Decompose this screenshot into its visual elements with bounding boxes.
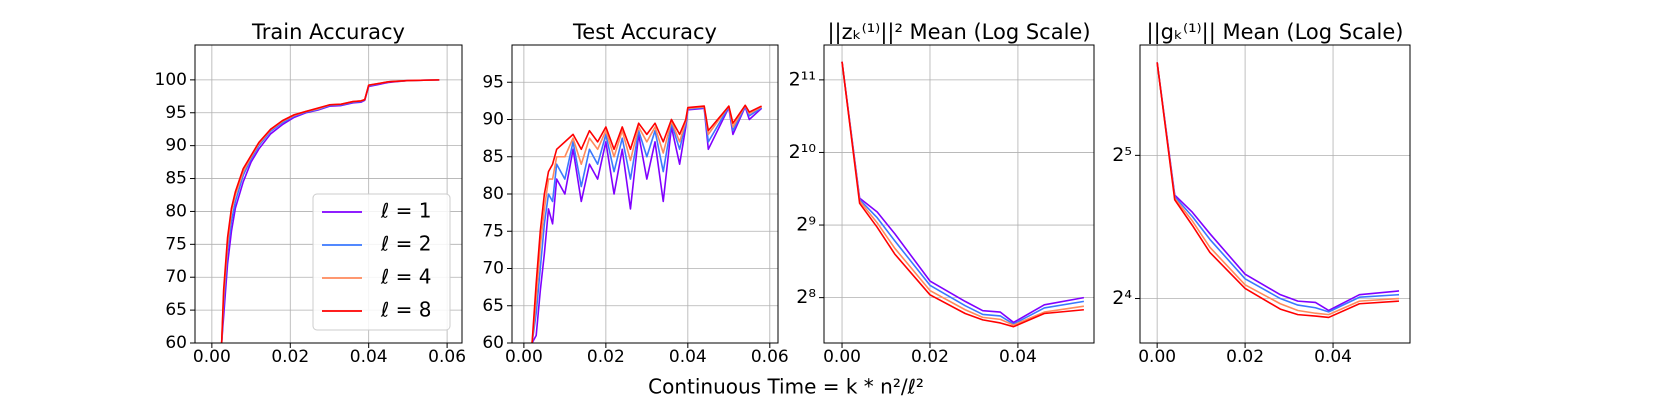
plot-lines [220, 79, 440, 343]
x-tick-label: 0.00 [193, 347, 231, 367]
panel-title: ||gₖ⁽¹⁾|| Mean (Log Scale) [1147, 20, 1404, 45]
y-tick-label: 2⁵ [1112, 144, 1132, 166]
plot-lines [841, 61, 1085, 328]
y-tick-label: 2⁴ [1112, 287, 1132, 309]
axes-frame [823, 44, 1095, 344]
x-tick-label: 0.02 [911, 347, 949, 367]
series-line [531, 104, 762, 343]
x-tick-label: 0.04 [350, 347, 388, 367]
series-line [531, 104, 762, 343]
plot-lines [531, 104, 763, 343]
y-tick-label: 60 [165, 333, 187, 353]
x-tick-label: 0.00 [505, 347, 543, 367]
x-axis-label: Continuous Time = k * n²/ℓ² [648, 375, 924, 399]
plot-lines [1156, 62, 1400, 319]
x-tick-label: 0.00 [1138, 347, 1176, 367]
axes-frame [511, 44, 779, 344]
y-tick-label: 65 [165, 300, 187, 320]
legend-label: ℓ = 4 [380, 265, 431, 289]
series-line [531, 106, 763, 343]
legend-box [312, 193, 451, 331]
y-tick-label: 90 [165, 136, 187, 156]
series-line [841, 61, 1085, 326]
series-line [841, 61, 1084, 328]
x-tick-label: 0.02 [587, 347, 625, 367]
y-tick-label: 85 [165, 169, 187, 189]
y-tick-label: 2⁹ [796, 214, 816, 236]
y-tick-label: 2¹¹ [789, 68, 816, 90]
y-tick-label: 70 [482, 259, 504, 279]
x-tick-label: 0.04 [999, 347, 1037, 367]
panel-title: Test Accuracy [572, 20, 717, 44]
legend-label: ℓ = 8 [380, 298, 431, 322]
y-tick-label: 2¹⁰ [789, 141, 816, 163]
x-tick-label: 0.04 [669, 347, 707, 367]
legend-label: ℓ = 2 [380, 232, 431, 256]
y-tick-label: 80 [482, 184, 504, 204]
y-tick-label: 90 [482, 110, 504, 130]
series-line [1156, 62, 1400, 312]
x-tick-label: 0.00 [823, 347, 861, 367]
y-tick-label: 85 [482, 147, 504, 167]
x-tick-label: 0.02 [1226, 347, 1264, 367]
x-tick-label: 0.06 [751, 347, 789, 367]
series-line [1156, 62, 1400, 313]
x-tick-label: 0.06 [428, 347, 466, 367]
y-tick-label: 80 [165, 201, 187, 221]
series-line [1156, 62, 1400, 316]
y-tick-label: 65 [482, 296, 504, 316]
axes-frame [194, 44, 463, 344]
y-tick-label: 75 [165, 234, 187, 254]
series-line [1156, 62, 1400, 319]
y-tick-label: 60 [482, 333, 504, 353]
y-tick-label: 95 [165, 103, 187, 123]
y-tick-label: 95 [482, 72, 504, 92]
series-line [841, 61, 1085, 324]
panel-title: Train Accuracy [251, 20, 405, 44]
y-tick-label: 100 [155, 70, 187, 90]
x-tick-label: 0.02 [271, 347, 309, 367]
axes-frame [1139, 44, 1411, 344]
y-tick-label: 75 [482, 221, 504, 241]
series-line [841, 61, 1085, 325]
legend-label: ℓ = 1 [380, 199, 431, 223]
y-tick-label: 2⁸ [796, 286, 816, 308]
series-line [531, 105, 763, 343]
series-line [220, 79, 440, 343]
x-tick-label: 0.04 [1314, 347, 1352, 367]
y-tick-label: 70 [165, 267, 187, 287]
panel-title: ||zₖ⁽¹⁾||² Mean (Log Scale) [827, 20, 1090, 45]
